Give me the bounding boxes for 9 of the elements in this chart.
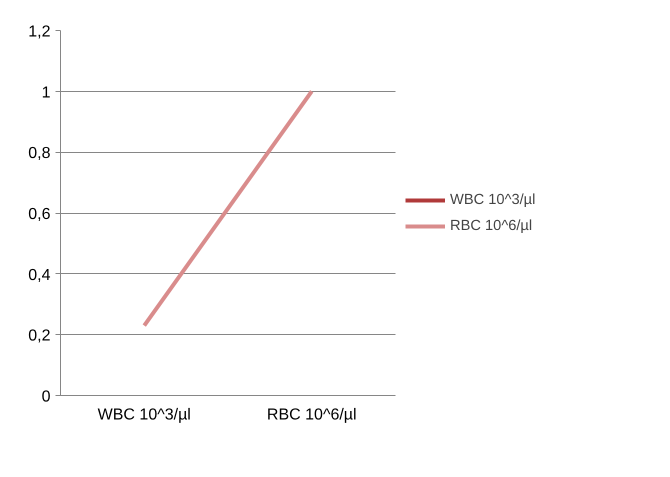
y-tick-label: 0 [42,388,51,406]
y-tick-label: 0,8 [28,145,51,162]
y-tick-label: 0,6 [28,206,51,223]
legend-label: WBC 10^3/µl [450,192,536,208]
legend-label: RBC 10^6/µl [450,218,532,234]
y-tick-label: 1 [42,84,51,102]
y-tick-label: 0,4 [28,266,51,284]
y-tick-label: 0,2 [28,328,51,345]
y-tick-label: 1,2 [28,24,51,40]
